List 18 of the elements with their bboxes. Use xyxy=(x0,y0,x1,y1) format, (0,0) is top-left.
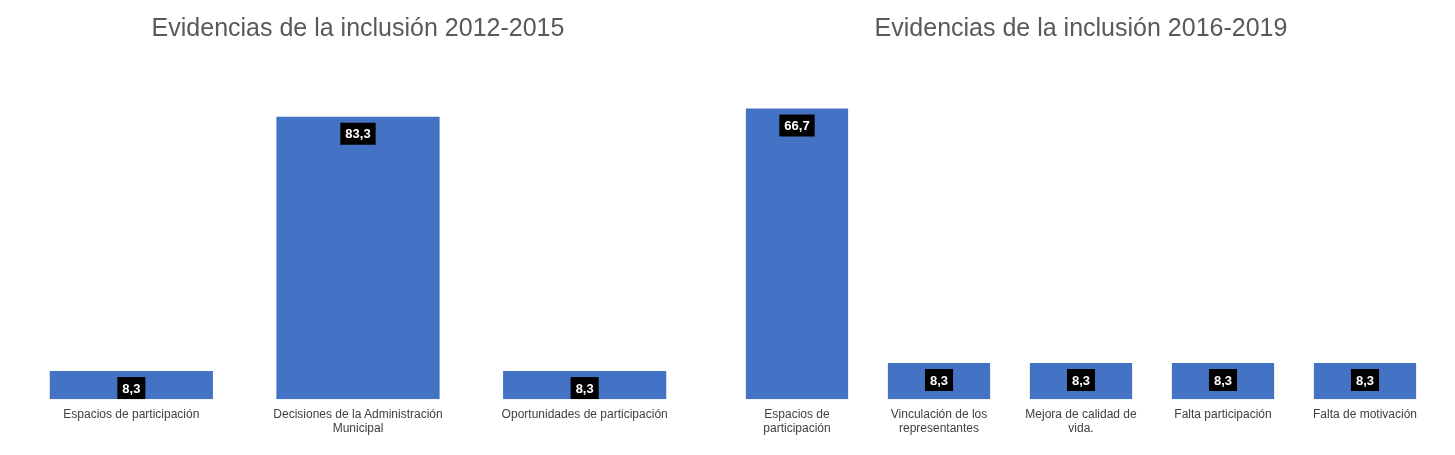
x-tick-label: Falta de motivación xyxy=(1312,406,1418,421)
chart-title: Evidencias de la inclusión 2016-2019 xyxy=(874,12,1288,41)
data-label: 8,3 xyxy=(1355,372,1375,388)
data-label: 8,3 xyxy=(929,372,949,388)
data-label: 8,3 xyxy=(575,380,594,396)
x-tick-label: Mejora de calidad de vida. xyxy=(1025,406,1138,436)
x-tick-label: Vinculación de los representantes xyxy=(890,406,988,436)
data-label: 66,7 xyxy=(784,117,810,133)
x-tick-label: Oportunidades de participación xyxy=(501,406,668,421)
data-label: 8,3 xyxy=(122,380,141,396)
x-tick-label: Decisiones de la Administración Municipal xyxy=(273,406,443,436)
data-label: 8,3 xyxy=(1213,372,1233,388)
data-label: 8,3 xyxy=(1071,372,1091,388)
data-label: 83,3 xyxy=(345,126,371,142)
chart-title: Evidencias de la inclusión 2012-2015 xyxy=(151,12,565,41)
x-tick-label: Espacios de participación xyxy=(63,406,200,421)
x-tick-label: Espacios de participación xyxy=(763,406,831,436)
x-tick-label: Falta participación xyxy=(1174,406,1272,421)
